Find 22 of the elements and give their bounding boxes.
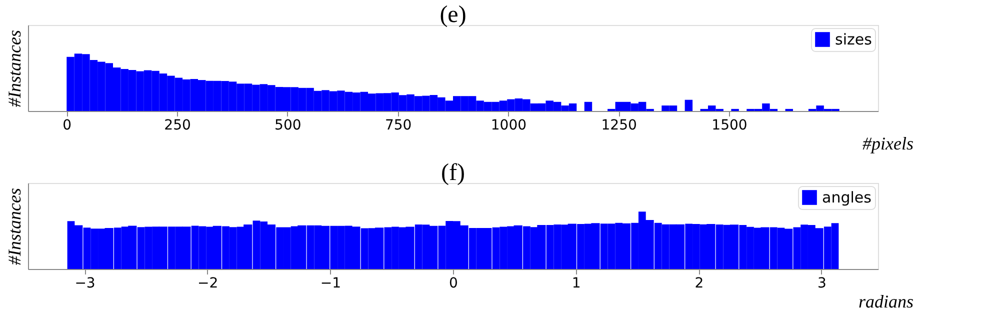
x-tick-label: 1000: [490, 118, 527, 134]
y-axis-title: #Instances: [4, 30, 24, 107]
x-axis-title: radians: [858, 292, 914, 312]
x-tick-label: 1500: [712, 118, 748, 134]
x-tick-label: 1: [572, 276, 581, 292]
x-tick-label: 1250: [601, 118, 637, 134]
legend-label: angles: [822, 188, 872, 206]
legend-label: sizes: [835, 30, 872, 48]
chart-title: (e): [440, 2, 466, 28]
x-axis-title: #pixels: [862, 134, 914, 154]
y-axis-title: #Instances: [4, 188, 24, 265]
x-tick-label: −2: [198, 276, 218, 292]
x-tick-label: 0: [62, 118, 72, 134]
x-tick-label: −3: [74, 276, 96, 292]
x-tick-label: 750: [384, 118, 412, 134]
x-tick-label: 500: [274, 118, 302, 134]
x-tick-label: 0: [449, 276, 458, 292]
x-tick-label: 2: [694, 276, 704, 292]
chart-title: (f): [441, 160, 465, 186]
x-tick-label: 3: [818, 276, 826, 292]
x-tick-label: 250: [164, 118, 191, 134]
x-tick-label: −1: [320, 276, 341, 292]
